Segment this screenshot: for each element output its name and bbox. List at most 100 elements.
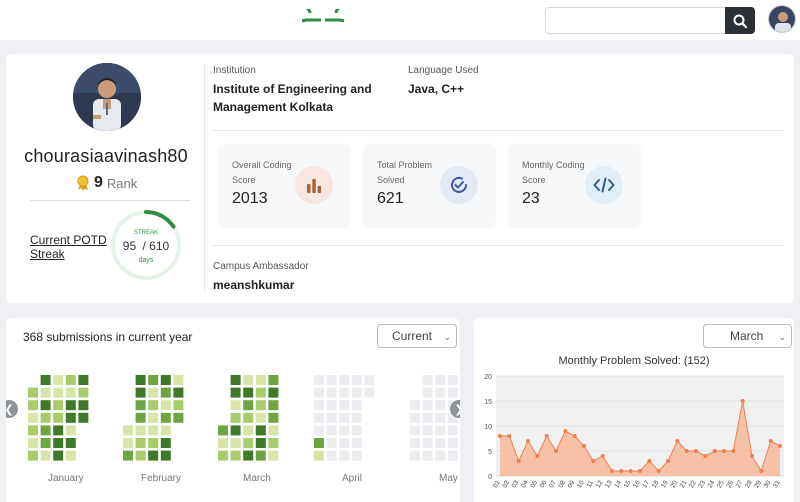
data-point[interactable] <box>526 439 530 443</box>
data-point[interactable] <box>712 449 717 453</box>
data-point[interactable] <box>507 434 512 438</box>
heatmap-cell <box>243 425 254 436</box>
data-point[interactable] <box>694 449 698 453</box>
heatmap-cell <box>435 400 446 411</box>
heatmap-cell <box>326 425 337 436</box>
search-button[interactable] <box>725 7 755 34</box>
data-point[interactable] <box>778 444 782 448</box>
x-tick-label: 06 <box>539 479 549 489</box>
data-point[interactable] <box>600 454 605 458</box>
heatmap-cell <box>364 375 375 385</box>
year-select[interactable]: Current ⌄ <box>377 324 457 348</box>
x-tick-label: 15 <box>623 479 633 489</box>
heatmap-cell <box>230 425 241 436</box>
month-label: March <box>243 473 271 484</box>
heatmap-cell <box>422 438 433 448</box>
x-tick-label: 11 <box>586 479 596 489</box>
data-point[interactable] <box>638 469 642 473</box>
heatmap-cell <box>28 412 38 423</box>
ambassador-label: Campus Ambassador <box>213 261 309 272</box>
data-point[interactable] <box>656 469 661 473</box>
heatmap-cell <box>435 450 446 461</box>
data-point[interactable] <box>684 449 689 453</box>
heatmap-cell <box>339 438 350 448</box>
data-point[interactable] <box>554 449 558 453</box>
chart-title: Monthly Problem Solved: (152) <box>558 355 710 367</box>
x-tick-label: 02 <box>501 479 511 489</box>
stat-label: Overall Coding Score <box>232 160 292 185</box>
heatmap-cell <box>326 412 337 423</box>
data-point[interactable] <box>740 399 745 403</box>
data-point[interactable] <box>498 434 502 438</box>
bar-chart-icon <box>295 166 333 204</box>
stat-value: 2013 <box>232 190 268 207</box>
data-point[interactable] <box>675 439 680 443</box>
heatmap-cell <box>326 450 337 461</box>
x-tick-label: 24 <box>707 479 717 489</box>
data-point[interactable] <box>619 469 624 473</box>
y-tick-label: 5 <box>488 449 492 456</box>
x-tick-label: 20 <box>669 479 679 489</box>
x-tick-label: 30 <box>763 479 773 489</box>
data-point[interactable] <box>750 454 754 458</box>
heatmap-cell <box>230 450 241 461</box>
data-point[interactable] <box>703 454 708 458</box>
heatmap-cell <box>326 387 337 398</box>
data-point[interactable] <box>628 469 633 473</box>
heatmap-cell <box>40 375 51 385</box>
month-select[interactable]: March ⌄ <box>703 324 792 348</box>
heatmap-cell <box>135 425 146 436</box>
profile-card: chourasiaavinash80 9 Rank Current POTD S… <box>6 54 794 303</box>
heatmap-cell <box>123 450 133 461</box>
data-point[interactable] <box>582 444 586 448</box>
heatmap-cell <box>65 375 76 385</box>
data-point[interactable] <box>572 434 577 438</box>
data-point[interactable] <box>647 459 652 463</box>
username: chourasiaavinash80 <box>24 146 188 166</box>
heatmap-cell <box>148 450 159 461</box>
gfg-logo-icon[interactable] <box>302 9 344 31</box>
month-label: January <box>48 473 84 484</box>
data-point[interactable] <box>591 459 596 463</box>
heatmap-cell <box>447 450 458 461</box>
x-tick-label: 12 <box>595 479 605 489</box>
streak-label: STREAK <box>134 230 158 236</box>
data-point[interactable] <box>610 469 614 473</box>
heatmap-cell <box>173 412 184 423</box>
heatmap-cell <box>422 425 433 436</box>
data-point[interactable] <box>759 469 764 473</box>
search-input[interactable] <box>545 7 727 34</box>
heatmap-cell <box>123 425 133 436</box>
heatmap-cell <box>160 450 171 461</box>
heatmap-prev-button[interactable]: ❮ <box>6 400 18 418</box>
heatmap-cell <box>218 425 228 436</box>
institution-value: Institute of Engineering and Management … <box>213 82 372 114</box>
data-point[interactable] <box>731 449 736 453</box>
data-point[interactable] <box>516 459 521 463</box>
data-point[interactable] <box>563 429 568 433</box>
heatmap-cell <box>435 438 446 448</box>
x-tick-label: 23 <box>697 479 707 489</box>
rank-value: 9 <box>94 174 103 191</box>
stat-label: Monthly Coding Score <box>522 160 585 185</box>
language-value: Java, C++ <box>408 82 465 96</box>
heatmap-cell <box>268 375 279 385</box>
data-point[interactable] <box>544 434 549 438</box>
heatmap-cell <box>435 375 446 385</box>
heatmap-cell <box>243 438 254 448</box>
user-avatar[interactable] <box>768 5 796 33</box>
heatmap-cell <box>255 425 266 436</box>
heatmap-cell <box>339 400 350 411</box>
data-point[interactable] <box>768 439 773 443</box>
data-point[interactable] <box>722 449 726 453</box>
heatmap-cell <box>78 412 89 423</box>
x-tick-label: 22 <box>688 479 698 489</box>
data-point[interactable] <box>535 454 540 458</box>
heatmap-cell <box>243 400 254 411</box>
potd-streak-label[interactable]: Current POTD Streak <box>30 233 107 261</box>
heatmap-next-button[interactable]: ❯ <box>450 400 460 418</box>
ambassador-value: meanshkumar <box>213 278 295 292</box>
heatmap-cell <box>351 438 362 448</box>
heatmap-cell <box>148 387 159 398</box>
data-point[interactable] <box>666 459 670 463</box>
